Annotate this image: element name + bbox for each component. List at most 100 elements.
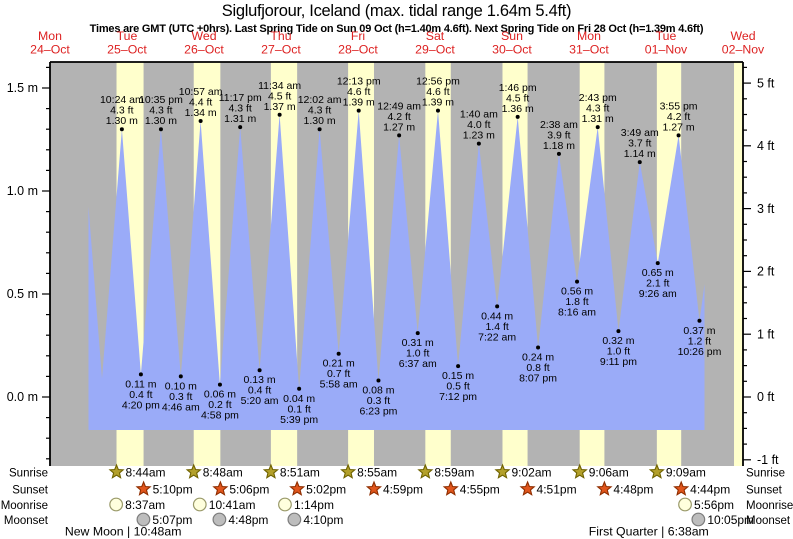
- tide-extreme-label: 0.2 ft: [208, 399, 231, 411]
- tide-extreme-label: 1.31 m: [224, 113, 256, 125]
- right-axis-tick-label: 2 ft: [757, 265, 775, 279]
- moonrise-time: 1:14pm: [294, 498, 334, 512]
- day-date-label: 28–Oct: [338, 43, 378, 57]
- row-label-moonrise-left: Moonrise: [1, 500, 48, 512]
- moonrise-icon: [192, 497, 207, 512]
- moonrise-time: 8:37am: [125, 498, 165, 512]
- tide-extreme-label: 0.13 m: [244, 374, 276, 386]
- moon-phase-label: New Moon | 10:48am: [65, 525, 182, 539]
- sunrise-icon: [340, 463, 357, 479]
- day-of-week-label: Tue: [656, 29, 677, 43]
- tide-extreme-label: 2:43 pm: [579, 92, 617, 104]
- tide-extreme-label: 6:37 am: [399, 358, 437, 370]
- tide-extreme-dot: [257, 368, 262, 373]
- tide-extreme-dot: [158, 127, 163, 132]
- tide-extreme-label: 9:11 pm: [600, 356, 637, 368]
- sunset-icon: [135, 480, 152, 496]
- tide-extreme-label: 7:12 pm: [439, 391, 477, 403]
- tide-extreme-dot: [637, 160, 642, 165]
- tide-extreme-label: 2.1 ft: [646, 278, 669, 290]
- tide-extreme-label: 1:46 pm: [499, 82, 537, 94]
- page-title: Siglufjorour, Iceland (max. tidal range …: [221, 2, 572, 20]
- day-of-week-label: Mon: [38, 29, 62, 43]
- tide-extreme-label: 1.0 ft: [406, 348, 429, 360]
- tide-extreme-label: 0.8 ft: [526, 362, 549, 374]
- tide-extreme-label: 1.34 m: [185, 107, 217, 119]
- tide-extreme-label: 0.37 m: [683, 325, 715, 337]
- tide-extreme-label: 1.30 m: [304, 115, 336, 127]
- axes: 0.0 m 0.5 m 1.0 m 1.5 m -1 ft 0 ft 1 ft 2 ft 3 f…: [7, 61, 779, 467]
- tide-extreme-label: 0.3 ft: [367, 395, 390, 407]
- tide-extreme-dot: [616, 329, 621, 334]
- sunset-icon: [289, 480, 306, 496]
- sunrise-time: 8:59am: [434, 466, 474, 480]
- tide-extreme-label: 4.2 ft: [387, 111, 410, 123]
- sunset-icon: [442, 480, 459, 496]
- moonset-time: 10:05pm: [707, 513, 754, 527]
- sunrise-icon: [571, 463, 588, 479]
- left-axis-tick-label: 0.5 m: [7, 287, 38, 301]
- chart-subtitle: Times are GMT (UTC +0hrs). Last Spring T…: [89, 23, 704, 35]
- tide-extreme-dot: [217, 382, 222, 387]
- left-axis-tick-label: 1.5 m: [7, 81, 38, 95]
- day-of-week-label: Tue: [117, 29, 138, 43]
- tide-extreme-label: 4:58 pm: [201, 410, 239, 422]
- right-axis-tick-label: 1 ft: [757, 327, 775, 341]
- tide-extreme-dot: [575, 279, 580, 284]
- tide-extreme-label: 4.3 ft: [149, 105, 172, 117]
- tide-extreme-label: 10:24 am: [100, 94, 144, 106]
- tide-extreme-dot: [198, 118, 203, 123]
- tide-extreme-label: 12:13 pm: [337, 76, 381, 88]
- tide-extreme-dot: [456, 364, 461, 369]
- moonset-icon: [691, 512, 706, 527]
- sunset-time: 4:59pm: [383, 483, 423, 497]
- right-axis-tick-label: 4 ft: [757, 139, 775, 153]
- row-label-sunset-left: Sunset: [12, 485, 49, 497]
- right-axis-tick-label: 0 ft: [757, 390, 775, 404]
- tide-extreme-label: 5:39 pm: [280, 414, 318, 426]
- day-date-label: 27–Oct: [261, 43, 301, 57]
- tide-extreme-dot: [356, 108, 361, 113]
- tide-extreme-label: 4.6 ft: [347, 86, 370, 98]
- tide-extreme-dot: [655, 261, 660, 266]
- sun-moon-rows: Sunrise Sunrise Sunset Sunset Moonrise Moonri…: [1, 463, 793, 539]
- tide-extreme-label: 0.24 m: [522, 352, 554, 364]
- day-date-label: 26–Oct: [184, 43, 224, 57]
- day-date-label: 29–Oct: [415, 43, 455, 57]
- sunrise-time: 8:48am: [203, 466, 243, 480]
- day-of-week-label: Mon: [577, 29, 601, 43]
- tide-extreme-label: 1:40 am: [460, 109, 498, 121]
- tide-extreme-label: 11:34 am: [258, 80, 301, 92]
- tide-extreme-label: 1.8 ft: [565, 296, 588, 308]
- sunrise-time: 9:06am: [589, 466, 629, 480]
- tide-extreme-label: 0.32 m: [602, 335, 634, 347]
- tide-extreme-label: 1.2 ft: [688, 335, 711, 347]
- day-of-week-label: Sun: [501, 29, 523, 43]
- daylight-band: [734, 62, 743, 466]
- sunset-time: 4:51pm: [537, 483, 577, 497]
- tide-extreme-label: 4.5 ft: [268, 90, 291, 102]
- tide-extreme-dot: [178, 374, 183, 379]
- tide-extreme-label: 0.56 m: [561, 286, 593, 298]
- sunrise-time: 8:55am: [357, 466, 397, 480]
- left-axis-tick-label: 0.0 m: [7, 390, 38, 404]
- sunset-time: 4:55pm: [460, 483, 500, 497]
- tide-extreme-label: 12:02 am: [298, 94, 342, 106]
- moonrise-time: 5:56pm: [694, 498, 734, 512]
- tide-extreme-label: 12:56 pm: [416, 76, 460, 88]
- tide-extreme-label: 4:46 am: [162, 401, 200, 413]
- sunrise-time: 9:09am: [666, 466, 706, 480]
- tide-extreme-label: 10:57 am: [179, 86, 223, 98]
- tide-extreme-label: 1.18 m: [543, 140, 575, 152]
- moonset-icon: [212, 512, 227, 527]
- sunrise-icon: [108, 463, 125, 479]
- tide-extreme-label: 7:22 am: [478, 331, 516, 343]
- sunrise-time: 8:44am: [126, 466, 166, 480]
- tide-extreme-label: 4.2 ft: [667, 111, 690, 123]
- tide-extreme-label: 9:26 am: [639, 288, 677, 300]
- tide-extreme-label: 0.04 m: [283, 393, 315, 405]
- sunset-icon: [365, 480, 382, 496]
- sunrise-icon: [262, 463, 280, 479]
- day-date-label: 31–Oct: [569, 43, 609, 57]
